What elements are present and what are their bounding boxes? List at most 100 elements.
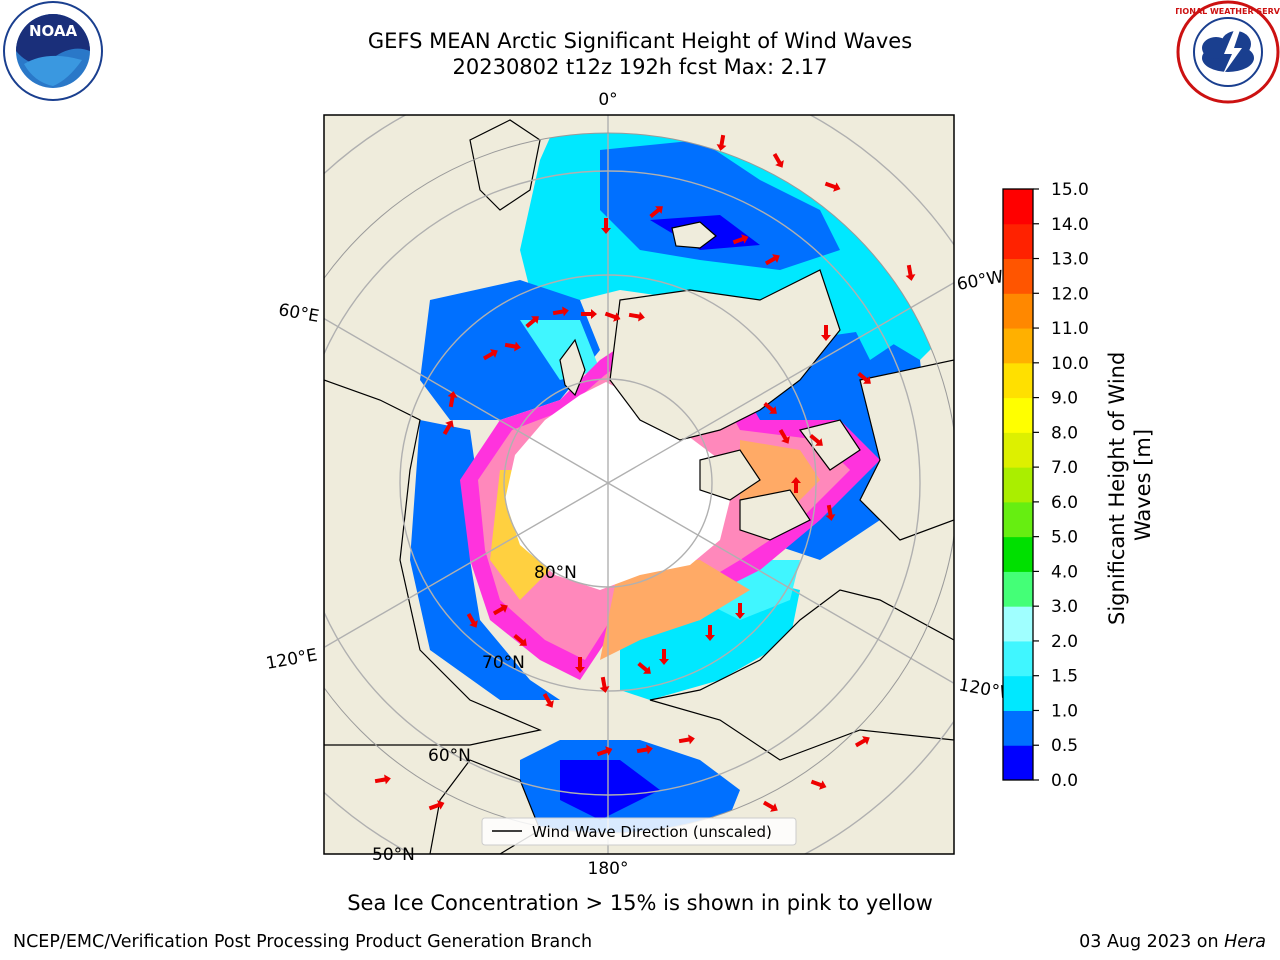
wind-wave-arrow [599, 676, 610, 693]
colorbar [1003, 189, 1033, 781]
colorbar-swatch [1003, 710, 1033, 746]
colorbar-swatch [1003, 397, 1033, 433]
wind-wave-arrow [763, 401, 777, 414]
wind-wave-arrow [442, 420, 454, 436]
colorbar-tick-label: 0.0 [1051, 771, 1078, 791]
wind-wave-arrow [705, 625, 715, 641]
colorbar-tick-label: 10.0 [1051, 354, 1089, 374]
wind-wave-arrow [628, 311, 645, 322]
colorbar-swatch [1003, 328, 1033, 364]
colorbar-swatch [1003, 675, 1033, 711]
wind-wave-arrow [482, 349, 498, 361]
wind-wave-arrow [732, 234, 749, 245]
colorbar-swatch [1003, 571, 1033, 607]
colorbar-tick-label: 7.0 [1051, 458, 1078, 478]
legend-label: Wind Wave Direction (unscaled) [532, 823, 772, 841]
sea-ice-caption: Sea Ice Concentration > 15% is shown in … [347, 891, 933, 915]
wind-wave-arrow [824, 181, 841, 192]
wind-wave-arrow [854, 736, 870, 748]
wind-wave-arrow [764, 254, 780, 266]
noaa-logo: NOAA [3, 1, 103, 101]
colorbar-tick-label: 1.0 [1051, 701, 1078, 721]
colorbar-swatch [1003, 640, 1033, 677]
wind-wave-arrow [542, 692, 554, 708]
colorbar-ticks: 0.0 0.5 1.0 1.5 2.0 3.0 4.0 5.0 6.0 7.0 8.0 9.0 10.0… [1033, 180, 1089, 791]
colorbar-tick-label: 9.0 [1051, 389, 1078, 409]
colorbar-swatch [1003, 501, 1033, 538]
wind-wave-arrow [791, 477, 801, 493]
lon-label-60w: 60°W [955, 267, 1005, 295]
lat-label-50n: 50°N [372, 845, 415, 865]
wind-wave-arrow [821, 325, 831, 341]
wind-wave-arrow [762, 800, 778, 812]
wind-wave-arrow [596, 746, 613, 757]
colorbar-swatch [1003, 362, 1033, 399]
colorbar-swatch [1003, 258, 1033, 294]
colorbar-frame [1002, 188, 1034, 781]
wind-wave-arrow [636, 744, 653, 755]
wind-wave-arrow [466, 612, 478, 628]
map-frame [323, 114, 955, 855]
colorbar-tick-label: 12.0 [1051, 284, 1089, 304]
wind-wave-arrow [604, 311, 621, 322]
wind-wave-arrow [857, 371, 871, 384]
colorbar-label: Significant Height of Wind Waves [m] [1105, 345, 1155, 625]
wind-wave-arrow [809, 433, 823, 446]
wind-wave-arrow [525, 316, 539, 329]
wind-wave-arrow [374, 774, 391, 785]
noaa-logo-text: NOAA [29, 22, 78, 40]
colorbar-tick-label: 3.0 [1051, 597, 1078, 617]
wind-wave-arrow [447, 391, 458, 408]
wind-wave-arrow [716, 134, 727, 151]
wind-wave-arrow [905, 264, 916, 281]
colorbar-tick-label: 15.0 [1051, 180, 1089, 200]
colorbar-tick-label: 11.0 [1051, 319, 1089, 339]
chart-title: GEFS MEAN Arctic Significant Height of W… [367, 29, 913, 53]
lat-label-60n: 60°N [428, 746, 471, 766]
footer-date-text: 03 Aug 2023 on [1079, 932, 1225, 952]
colorbar-swatch [1003, 189, 1033, 225]
colorbar-swatch [1003, 223, 1033, 260]
lat-label-70n: 70°N [482, 653, 525, 673]
colorbar-swatch [1003, 606, 1033, 642]
nws-logo-text: NATIONAL WEATHER SERVICE [1176, 7, 1280, 16]
wind-wave-arrow [810, 779, 827, 790]
colorbar-tick-label: 4.0 [1051, 562, 1078, 582]
colorbar-tick-label: 5.0 [1051, 528, 1078, 548]
colorbar-tick-label: 8.0 [1051, 423, 1078, 443]
footer-date: 03 Aug 2023 on Hera [1079, 932, 1266, 952]
wind-wave-arrow [772, 152, 784, 168]
colorbar-tick-label: 1.5 [1051, 667, 1078, 687]
footer-host: Hera [1224, 932, 1266, 952]
wind-wave-arrow [825, 504, 836, 521]
wind-wave-arrow [678, 734, 695, 745]
wind-wave-arrow [649, 206, 663, 219]
wind-wave-arrows [374, 134, 916, 812]
wind-wave-arrow [778, 428, 790, 444]
colorbar-tick-label: 0.5 [1051, 736, 1078, 756]
colorbar-swatch [1003, 536, 1033, 572]
wind-wave-arrow [601, 218, 611, 234]
wind-wave-arrow [637, 661, 651, 674]
lon-label-180: 180° [588, 859, 629, 879]
colorbar-tick-label: 13.0 [1051, 250, 1089, 270]
nws-logo: NATIONAL WEATHER SERVICE [1176, 0, 1280, 104]
lat-label-80n: 80°N [534, 563, 577, 583]
wind-wave-arrow [575, 657, 585, 673]
colorbar-swatch [1003, 293, 1033, 329]
chart-subtitle: 20230802 t12z 192h fcst Max: 2.17 [452, 55, 828, 79]
lon-label-0: 0° [598, 90, 617, 110]
lon-label-120e: 120°E [264, 645, 318, 674]
wind-wave-arrow [492, 604, 508, 616]
colorbar-tick-label: 14.0 [1051, 215, 1089, 235]
wind-wave-arrow [735, 603, 745, 619]
wind-wave-arrow [504, 341, 521, 352]
wind-wave-arrow [552, 306, 569, 317]
colorbar-swatch [1003, 745, 1033, 781]
wind-wave-arrow [659, 649, 669, 665]
wind-wave-arrow [428, 800, 445, 811]
colorbar-tick-label: 6.0 [1051, 493, 1078, 513]
lon-label-60e: 60°E [277, 300, 321, 327]
colorbar-tick-label: 2.0 [1051, 632, 1078, 652]
